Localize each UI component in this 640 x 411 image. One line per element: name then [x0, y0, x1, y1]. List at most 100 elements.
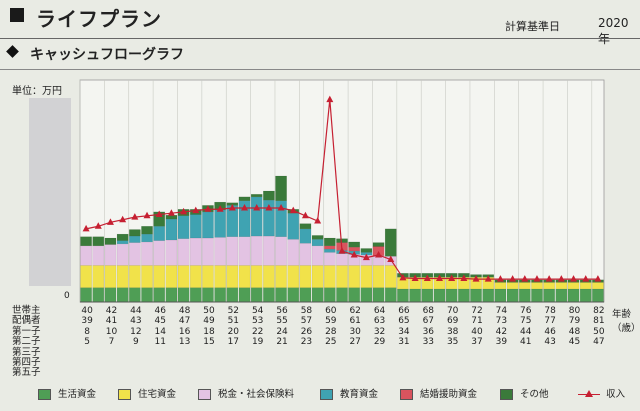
age-cell: 8 [84, 326, 90, 337]
age-cell: 28 [325, 326, 337, 337]
bar-segment [384, 287, 397, 303]
age-cell: 53 [251, 316, 264, 327]
legend-swatch [118, 389, 131, 400]
age-cell: 46 [154, 306, 166, 316]
bar-segment [92, 287, 105, 303]
legend-swatch [500, 389, 513, 400]
legend-label: 税金・社会保険料 [218, 389, 295, 400]
age-cell: 77 [544, 316, 556, 327]
age-cell: 19 [251, 337, 264, 348]
calc-year: 2020年 [598, 16, 629, 46]
bar-segment [275, 265, 287, 288]
age-cell: 48 [568, 326, 581, 337]
bar-segment [287, 287, 300, 303]
age-cell: 60 [325, 306, 337, 316]
bar-segment [311, 245, 324, 266]
header-square-marker [10, 8, 24, 22]
bar-segment [177, 265, 190, 288]
bar-segment [80, 245, 92, 266]
income-marker [241, 203, 249, 211]
bar-segment [189, 265, 202, 288]
bar-segment [275, 175, 287, 201]
bar-segment [80, 287, 92, 303]
age-cell: 23 [300, 337, 313, 348]
bar-segment [360, 265, 373, 288]
bar-segment [202, 265, 214, 288]
bar-segment [324, 252, 336, 266]
bar-segment [189, 287, 202, 303]
income-marker [472, 275, 480, 282]
section-divider [0, 69, 640, 70]
bar-segment [202, 237, 214, 266]
legend-label: 結婚援助資金 [420, 389, 478, 400]
bar-segment [202, 211, 214, 239]
bar-segment [299, 243, 312, 266]
bar-segment [409, 288, 421, 303]
age-cell: 45 [568, 337, 581, 348]
income-marker [94, 222, 102, 229]
bar-segment [116, 233, 129, 241]
income-marker [143, 211, 151, 219]
bar-segment [141, 287, 153, 303]
bar-segment [299, 265, 312, 288]
table-row-label: 第三子 [12, 346, 41, 358]
bar-segment [324, 237, 336, 247]
bar-segment [202, 287, 214, 303]
age-cell: 57 [300, 316, 313, 327]
bar-segment [397, 288, 409, 303]
bar-segment [177, 287, 190, 303]
bar-segment [153, 240, 166, 266]
age-cell: 82 [593, 306, 605, 316]
income-marker [289, 206, 297, 214]
bar-segment [153, 287, 166, 303]
age-cell: 61 [349, 316, 361, 327]
bar-segment [250, 287, 263, 303]
bar-segment [299, 287, 312, 303]
age-cell: 16 [178, 326, 191, 337]
bar-segment [116, 243, 129, 266]
income-marker [338, 247, 346, 254]
income-marker [484, 275, 492, 282]
age-cell: 43 [544, 337, 556, 348]
bar-segment [129, 242, 141, 266]
legend-swatch [198, 389, 211, 400]
age-cell: 11 [154, 337, 166, 348]
bar-segment [494, 282, 507, 290]
age-cell: 12 [130, 326, 142, 337]
age-cell: 42 [105, 306, 118, 316]
legend-label: その他 [520, 389, 549, 400]
income-marker [582, 275, 590, 282]
legend-label: 生活資金 [58, 389, 97, 400]
age-cell: 46 [544, 326, 556, 337]
age-cell: 47 [178, 316, 191, 327]
age-cell: 58 [300, 306, 313, 316]
bar-segment [458, 288, 470, 303]
bar-segment [506, 288, 519, 303]
age-cell: 20 [227, 326, 240, 337]
age-cell: 45 [154, 316, 166, 327]
bar-segment [579, 288, 592, 303]
age-cell: 47 [593, 337, 605, 348]
bar-segment [567, 282, 580, 290]
bar-segment [555, 288, 568, 303]
age-cell: 26 [300, 326, 313, 337]
age-cell: 25 [325, 337, 337, 348]
y-axis-zero: 0 [64, 291, 70, 301]
bar-segment [238, 196, 251, 201]
age-cell: 41 [520, 337, 532, 348]
income-marker [131, 213, 139, 220]
bar-segment [129, 265, 141, 288]
age-cell: 55 [276, 316, 288, 327]
age-cell: 18 [203, 326, 215, 337]
age-cell: 21 [276, 337, 288, 348]
bar-segment [104, 287, 117, 303]
triangle-line-icon [578, 390, 600, 399]
income-marker [570, 275, 578, 282]
bar-segment [250, 235, 263, 266]
bar-segment [543, 282, 555, 290]
bar-segment [263, 265, 275, 288]
age-cell: 10 [105, 326, 118, 337]
bar-segment [324, 265, 336, 288]
bar-segment [299, 223, 312, 230]
income-marker [314, 217, 322, 224]
